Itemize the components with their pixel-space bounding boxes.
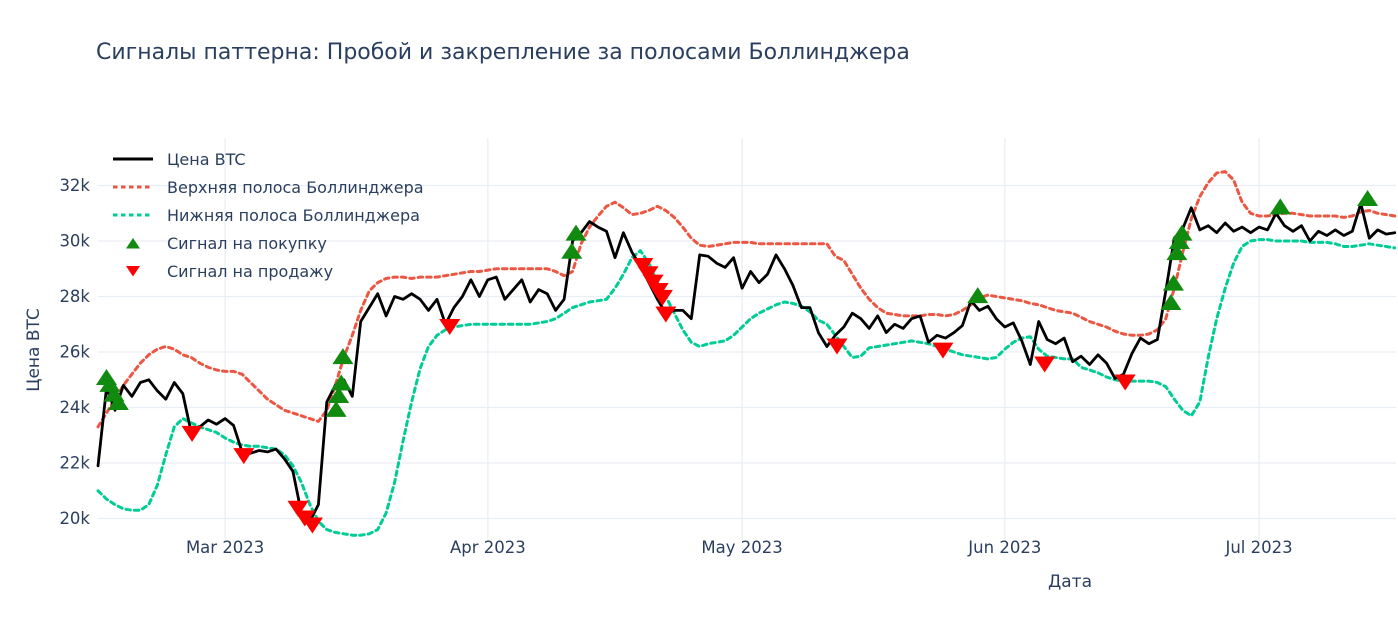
y-axis-tick-labels: 20k 22k 24k 26k 28k 30k 32k xyxy=(59,176,90,528)
sell-triangle-down-icon xyxy=(112,264,154,278)
y-tick-label: 20k xyxy=(59,509,90,528)
y-tick-label: 32k xyxy=(59,176,90,195)
y-tick-label: 24k xyxy=(59,398,90,417)
sell-signal-markers xyxy=(181,257,1136,534)
legend: Цена BTC Верхняя полоса Боллинджера Нижн… xyxy=(112,145,424,285)
x-tick-label: May 2023 xyxy=(701,538,782,557)
y-tick-label: 30k xyxy=(59,232,90,251)
buy-triangle-up-icon xyxy=(112,236,154,250)
y-tick-label: 26k xyxy=(59,343,90,362)
chart-title: Сигналы паттерна: Пробой и закрепление з… xyxy=(96,40,910,65)
x-tick-label: Jun 2023 xyxy=(967,538,1041,557)
legend-label: Верхняя полоса Боллинджера xyxy=(167,177,424,197)
x-axis-tick-labels: Mar 2023 Apr 2023 May 2023 Jun 2023 Jul 2023 xyxy=(186,538,1293,557)
legend-item-sell-signal: Сигнал на продажу xyxy=(112,257,424,285)
legend-label: Сигнал на покупку xyxy=(167,233,327,253)
buy-signal-markers xyxy=(95,189,1379,417)
legend-item-price: Цена BTC xyxy=(112,145,424,173)
legend-label: Нижняя полоса Боллинджера xyxy=(167,205,420,225)
y-tick-label: 22k xyxy=(59,454,90,473)
lower-band-dashed-line-icon xyxy=(112,212,154,218)
legend-item-buy-signal: Сигнал на покупку xyxy=(112,229,424,257)
price-line-icon xyxy=(112,156,154,162)
y-axis-title: Цена BTC xyxy=(24,308,44,392)
legend-label: Цена BTC xyxy=(167,149,246,169)
x-tick-label: Jul 2023 xyxy=(1224,538,1292,557)
x-tick-label: Mar 2023 xyxy=(186,538,264,557)
upper-band-dashed-line-icon xyxy=(112,184,154,190)
x-tick-label: Apr 2023 xyxy=(450,538,526,557)
legend-item-upper-band: Верхняя полоса Боллинджера xyxy=(112,173,424,201)
legend-label: Сигнал на продажу xyxy=(167,261,334,281)
upper-bollinger-band-line xyxy=(96,170,1397,429)
x-axis-title: Дата xyxy=(1047,572,1093,592)
legend-item-lower-band: Нижняя полоса Боллинджера xyxy=(112,201,424,229)
y-tick-label: 28k xyxy=(59,287,90,306)
